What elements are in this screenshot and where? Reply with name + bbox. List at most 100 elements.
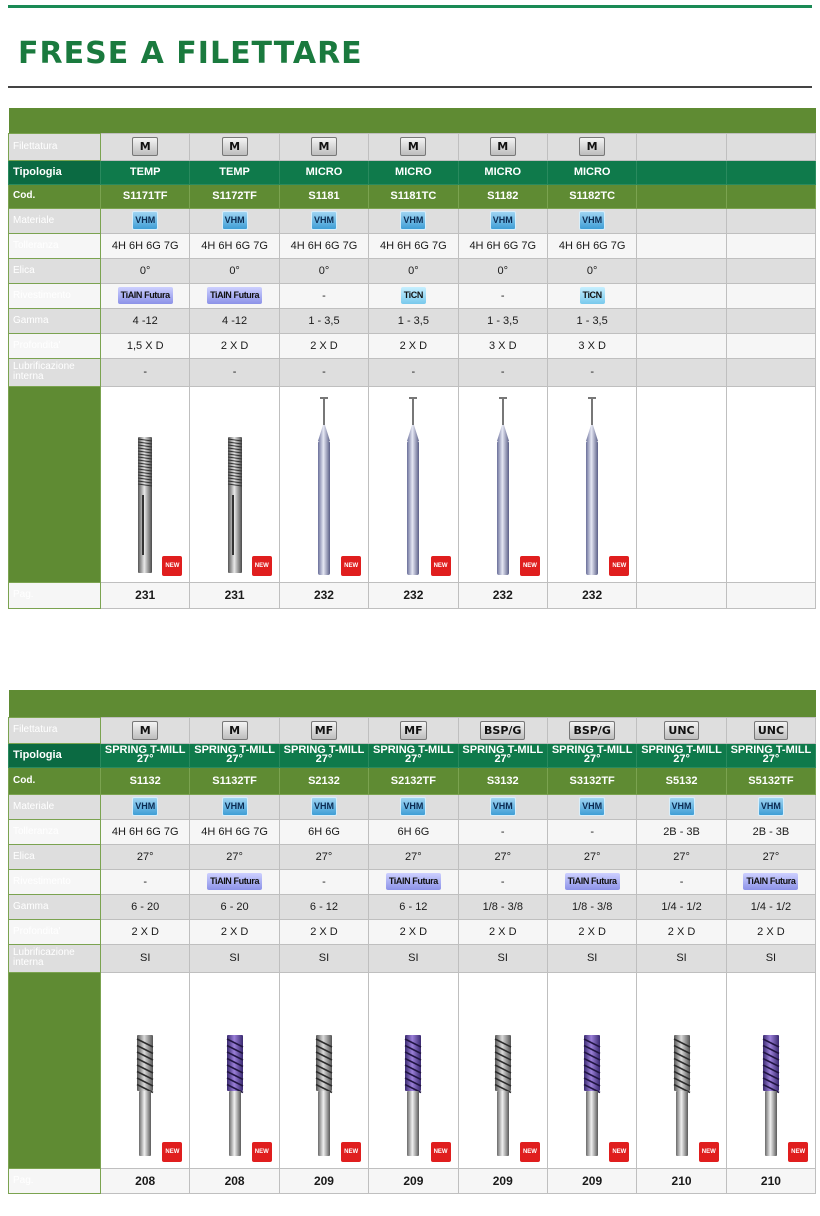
header-cell xyxy=(368,108,459,133)
label-tipologia: Tipologia xyxy=(8,159,101,185)
cell-tool-image: NEW xyxy=(99,385,191,583)
header-cell xyxy=(636,108,727,133)
material-vhm-badge: VHM xyxy=(310,211,337,230)
row-rivestimento: Rivestimento - TiAlN Futura - TiAlN Futura - T… xyxy=(8,868,817,895)
cell-cod: S1182 xyxy=(457,183,548,209)
table-header-band xyxy=(8,108,816,133)
header-cell xyxy=(279,108,369,133)
thread-type-badge: M xyxy=(489,137,516,156)
header-cell xyxy=(726,108,816,133)
thread-mill-table-1: Filettatura M M M M M M Tipologia TEMP TEMP MICRO M… xyxy=(8,108,817,609)
cell-cod: S5132TF xyxy=(725,766,817,795)
row-elica: Elica 27° 27° 27° 27° 27° 27° 27° 27° xyxy=(8,843,817,870)
page-number: 210 xyxy=(760,1173,781,1188)
cell-cod xyxy=(636,183,727,209)
cell-profondita: 2 X D xyxy=(368,332,459,359)
material-vhm-badge: VHM xyxy=(400,211,427,230)
cell-materiale: VHM xyxy=(189,793,280,820)
thread-type-badge: MF xyxy=(400,720,427,740)
row-materiale: Materiale VHM VHM VHM VHM VHM VHM xyxy=(8,207,817,234)
cell-lubrificazione: SI xyxy=(368,943,459,973)
material-vhm-badge: VHM xyxy=(221,797,248,816)
thread-mill-table-2: Filettatura M M MF MF BSP/G BSP/G UNC UNC Tipolog… xyxy=(8,690,817,1194)
material-vhm-badge: VHM xyxy=(489,211,516,230)
cell-gamma: 4 -12 xyxy=(99,307,191,334)
cell-tipologia: MICRO xyxy=(368,159,459,185)
cell-tipologia: SPRING T-MILL 27° xyxy=(99,742,191,768)
thread-mill-image xyxy=(583,1034,601,1156)
cell-tolleranza: 6H 6G xyxy=(368,818,459,845)
thread-mill-image xyxy=(315,1034,333,1156)
thread-type-badge: BSP/G xyxy=(480,720,526,740)
cell-materiale: VHM xyxy=(546,793,638,820)
thread-mill-image xyxy=(762,1034,780,1156)
label-tool-images xyxy=(8,385,101,583)
cell-cod: S1132TF xyxy=(189,766,280,795)
cell-tolleranza: 4H 6H 6G 7G xyxy=(546,232,638,259)
cell-profondita: 2 X D xyxy=(278,332,370,359)
cell-elica: 27° xyxy=(189,843,280,870)
thread-mill-image xyxy=(226,1034,243,1156)
new-badge: NEW xyxy=(162,555,183,576)
new-badge: NEW xyxy=(609,1141,630,1162)
header-cell xyxy=(636,690,727,717)
material-vhm-badge: VHM xyxy=(310,797,337,816)
cell-rivestimento: - xyxy=(278,868,370,895)
cell-tipologia: MICRO xyxy=(278,159,370,185)
cell-tipologia: SPRING T-MILL 27° xyxy=(189,742,280,768)
cell-filettatura: M xyxy=(189,716,280,744)
thread-type-badge: M xyxy=(310,137,337,156)
row-tool-images: NEW NEW NEW NEW NEW NEW NEW NEW xyxy=(8,971,817,1169)
row-gamma: Gamma 4 -12 4 -12 1 - 3,5 1 - 3,5 1 - 3,5 1 - … xyxy=(8,307,817,334)
thread-mill-image xyxy=(673,1034,690,1156)
thread-type-badge: UNC xyxy=(753,720,789,740)
new-badge: NEW xyxy=(519,1141,540,1162)
cell-tipologia: SPRING T-MILL 27° xyxy=(278,742,370,768)
label-rivestimento: Rivestimento xyxy=(8,282,101,309)
cell-tipologia: SPRING T-MILL 27° xyxy=(546,742,638,768)
tool-image xyxy=(548,396,635,577)
page-title: FRESE A FILETTARE xyxy=(18,36,363,71)
new-badge: NEW xyxy=(251,1141,272,1162)
cell-lubrificazione: SI xyxy=(546,943,638,973)
new-badge: NEW xyxy=(430,1141,451,1162)
cell-lubrificazione: SI xyxy=(636,943,727,973)
row-cod: Cod. S1171TF S1172TF S1181 S1181TC S1182 S1182… xyxy=(8,183,817,209)
cell-elica: 0° xyxy=(368,257,459,284)
cell-gamma: 6 - 12 xyxy=(368,893,459,920)
thread-type-badge: M xyxy=(132,720,159,740)
cell-rivestimento: TiAlN Futura xyxy=(99,282,191,309)
row-lubrificazione: Lubrificazione interna - - - - - - xyxy=(8,357,817,387)
cell-tolleranza: 4H 6H 6G 7G xyxy=(99,232,191,259)
thread-type-badge: UNC xyxy=(664,720,699,740)
cell-elica: 27° xyxy=(636,843,727,870)
cell-elica: 0° xyxy=(457,257,548,284)
thread-mill-image xyxy=(496,396,509,575)
cell-tolleranza: - xyxy=(546,818,638,845)
cell-cod: S1132 xyxy=(99,766,191,795)
cell-tool-image: NEW xyxy=(189,971,280,1169)
thread-mill-image xyxy=(407,396,420,575)
table-header-band xyxy=(8,690,816,717)
cell-rivestimento: - xyxy=(457,868,548,895)
cell-profondita xyxy=(636,332,727,359)
cell-tolleranza: - xyxy=(457,818,548,845)
cell-tool-image: NEW xyxy=(189,385,280,583)
cell-gamma: 6 - 12 xyxy=(278,893,370,920)
cell-rivestimento: - xyxy=(636,868,727,895)
cell-tool-image: NEW xyxy=(457,971,548,1169)
cell-elica: 0° xyxy=(189,257,280,284)
page-number: 209 xyxy=(492,1173,513,1188)
cell-lubrificazione: - xyxy=(546,357,638,387)
label-tool-images xyxy=(8,971,101,1169)
material-vhm-badge: VHM xyxy=(489,797,516,816)
cell-gamma: 1 - 3,5 xyxy=(457,307,548,334)
label-rivestimento: Rivestimento xyxy=(8,868,101,895)
cell-rivestimento: - xyxy=(457,282,548,309)
cell-lubrificazione: SI xyxy=(457,943,548,973)
cell-materiale: VHM xyxy=(189,207,280,234)
label-cod: Cod. xyxy=(8,183,101,209)
page-number: 231 xyxy=(135,588,156,602)
cell-profondita: 2 X D xyxy=(368,918,459,945)
